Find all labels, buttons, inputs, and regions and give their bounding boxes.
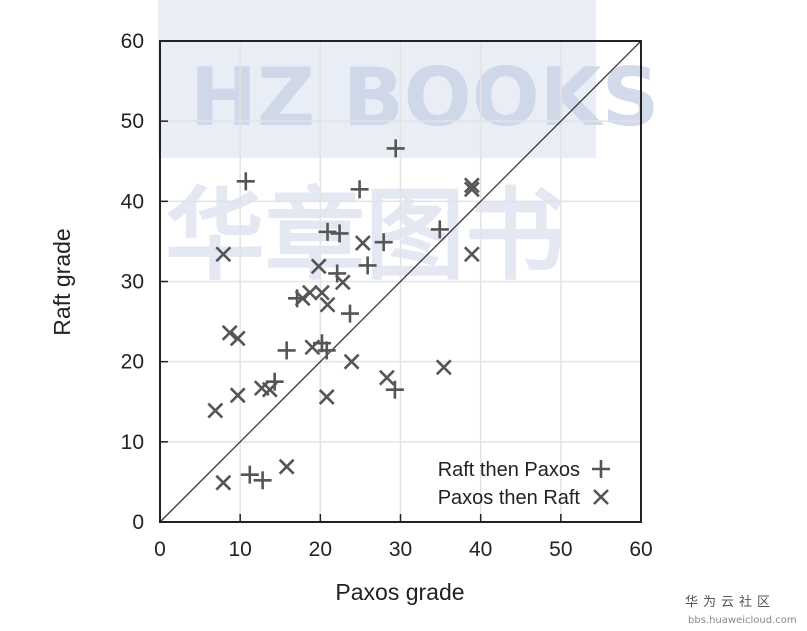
watermark-band [158,0,596,158]
marker-stroke [229,387,246,404]
watermark-logo-cn: 华章图书 [165,177,565,294]
y-tick-label: 60 [121,30,144,53]
tick-labels: 0 10 20 30 40 50 60 0 10 20 30 40 50 60 [121,30,653,561]
paxos-then-raft-point [294,290,311,307]
y-tick-label: 10 [121,431,144,454]
raft-then-paxos-point [236,172,255,191]
marker-stroke [253,380,270,397]
reference-line [159,40,642,523]
data-points [207,139,480,491]
raft-then-paxos-point [340,304,359,323]
y-axis-label: Raft grade [49,228,75,335]
marker-stroke [304,339,321,356]
marker-stroke [334,274,351,291]
paxos-then-raft-point [318,389,335,405]
raft-then-paxos-point [385,380,404,399]
marker-stroke [318,389,335,405]
raft-then-paxos-point [317,341,336,360]
x-tick-label: 30 [389,538,412,561]
plot-frame [159,40,642,523]
paxos-then-raft-point [215,246,232,263]
legend-plus-marker [592,460,610,478]
y-tick-label: 30 [121,271,144,294]
legend-label-paxos-then-raft: Paxos then Raft [438,487,581,509]
marker-stroke [221,324,238,341]
raft-then-paxos-point [358,256,377,275]
paxos-then-raft-point [354,235,371,251]
marker-stroke [278,458,295,475]
y-tick-label: 50 [121,110,144,133]
legend-label-raft-then-paxos: Raft then Paxos [438,459,580,481]
x-tick-label: 20 [309,538,332,561]
paxos-then-raft-point [261,381,278,398]
marker-stroke [343,353,360,370]
marker-stroke [463,181,480,198]
raft-then-paxos-point [318,222,337,241]
raft-then-paxos-point [374,233,393,252]
paxos-then-raft-point [334,274,351,291]
paxos-then-raft-point [463,246,480,263]
marker-stroke [215,246,232,263]
site-name: 华为云社区 [685,594,775,610]
paxos-then-raft-point [319,296,336,313]
paxos-then-raft-point [310,258,327,275]
marker-stroke [463,246,480,263]
raft-then-paxos-point [430,220,449,239]
marker-stroke [319,296,336,313]
raft-then-paxos-point [328,264,347,283]
paxos-then-raft-point [278,458,295,475]
paxos-then-raft-point [304,339,321,356]
raft-then-paxos-point [330,224,349,243]
marker-stroke [463,177,480,194]
site-url: bbs.huaweicloud.com [688,615,797,626]
paxos-then-raft-point [314,284,330,301]
paxos-then-raft-point [343,353,360,370]
paxos-then-raft-point [207,402,224,419]
x-tick-label: 50 [549,538,572,561]
paxos-then-raft-point [463,177,480,194]
y-tick-label: 0 [132,511,144,534]
raft-then-paxos-point [277,341,296,360]
marker-stroke [310,258,327,275]
marker-stroke [378,369,395,386]
paxos-then-raft-point [229,387,246,404]
marker-stroke [261,381,278,398]
paxos-then-raft-point [215,474,232,491]
legend: Raft then Paxos Paxos then Raft [438,459,610,509]
marker-stroke [354,235,371,251]
paxos-then-raft-point [435,359,452,376]
raft-then-paxos-point [253,471,272,490]
marker-stroke [593,489,609,505]
y-tick-label: 20 [121,351,144,374]
x-tick-label: 60 [629,538,652,561]
x-tick-label: 40 [469,538,492,561]
watermark-logo-text: HZ BOOKS [190,51,659,144]
x-tick-label: 0 [154,538,166,561]
legend-cross-marker [593,489,609,505]
x-tick-label: 10 [228,538,251,561]
raft-then-paxos-point [350,180,369,199]
paxos-then-raft-point [229,330,246,347]
marker-stroke [435,359,452,376]
watermark: HZ BOOKS 华章图书 [158,0,659,294]
raft-then-paxos-point [240,465,259,484]
paxos-then-raft-point [221,324,238,341]
marker-stroke [207,402,224,419]
paxos-then-raft-point [463,181,480,198]
marker-stroke [294,290,311,307]
marker-stroke [314,284,330,301]
x-axis-label: Paxos grade [335,579,464,605]
y-tick-label: 40 [121,190,144,213]
paxos-then-raft-point [378,369,395,386]
marker-stroke [215,474,232,491]
raft-then-paxos-point [386,139,405,158]
marker-stroke [229,330,246,347]
